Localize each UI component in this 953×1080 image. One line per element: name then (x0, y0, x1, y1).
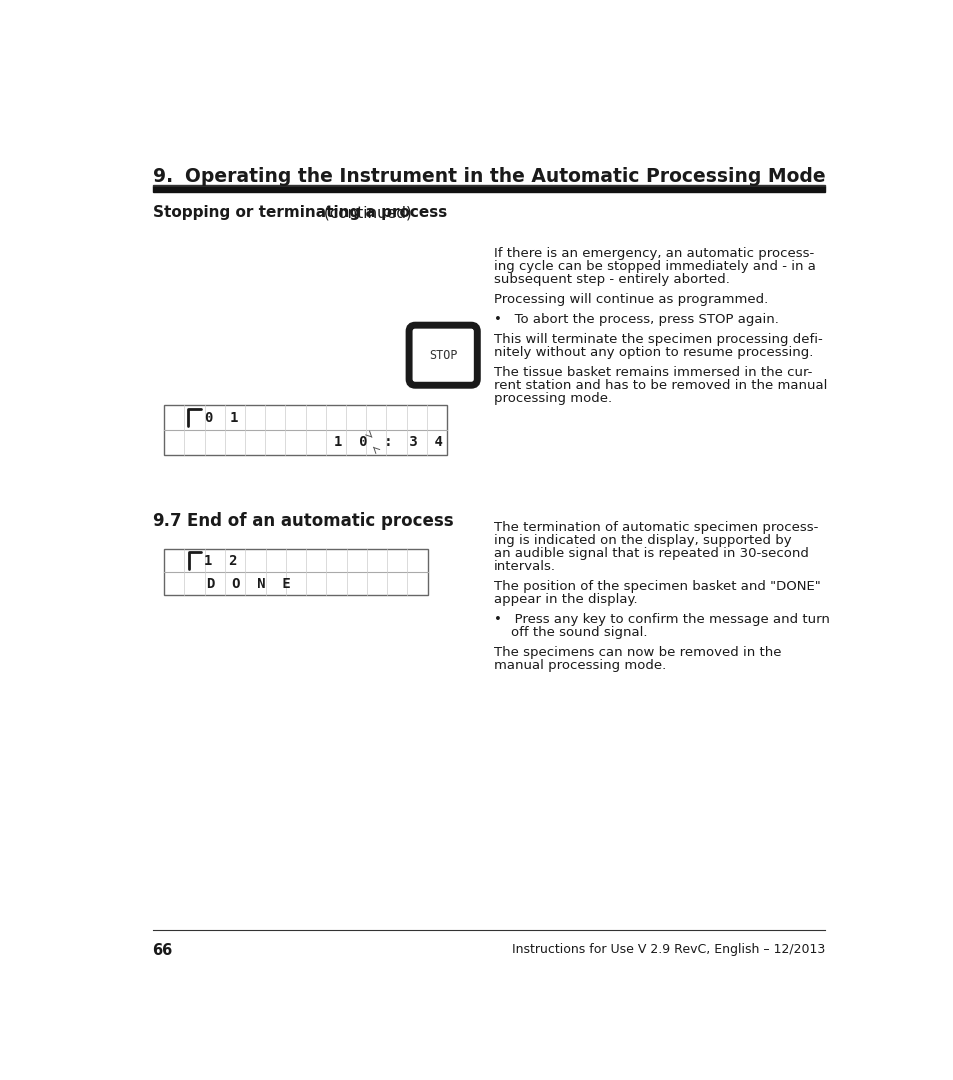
Text: nitely without any option to resume processing.: nitely without any option to resume proc… (493, 346, 812, 359)
Text: If there is an emergency, an automatic process-: If there is an emergency, an automatic p… (493, 246, 813, 259)
Text: D  O  N  E: D O N E (207, 577, 291, 591)
Text: ing cycle can be stopped immediately and - in a: ing cycle can be stopped immediately and… (493, 259, 815, 273)
Text: subsequent step - entirely aborted.: subsequent step - entirely aborted. (493, 273, 729, 286)
Text: The position of the specimen basket and "DONE": The position of the specimen basket and … (493, 580, 820, 593)
Bar (164, 405, 447, 455)
Text: •   Press any key to confirm the message and turn: • Press any key to confirm the message a… (493, 613, 828, 626)
Text: 9.: 9. (152, 166, 172, 186)
Text: manual processing mode.: manual processing mode. (493, 660, 665, 673)
Text: Processing will continue as programmed.: Processing will continue as programmed. (493, 293, 767, 306)
Text: off the sound signal.: off the sound signal. (493, 626, 646, 639)
Bar (152, 186, 824, 187)
FancyBboxPatch shape (409, 325, 476, 386)
Text: Operating the Instrument in the Automatic Processing Mode: Operating the Instrument in the Automati… (185, 166, 825, 186)
Text: End of an automatic process: End of an automatic process (187, 512, 454, 529)
Text: The termination of automatic specimen process-: The termination of automatic specimen pr… (493, 521, 817, 534)
Text: (continued): (continued) (319, 205, 412, 220)
Text: 1  2: 1 2 (204, 554, 237, 568)
Text: 0  1: 0 1 (205, 410, 238, 424)
Text: appear in the display.: appear in the display. (493, 593, 637, 606)
Text: processing mode.: processing mode. (493, 392, 611, 405)
Text: STOP: STOP (429, 349, 457, 362)
Text: 1  0  :  3  4: 1 0 : 3 4 (334, 435, 443, 449)
Text: ing is indicated on the display, supported by: ing is indicated on the display, support… (493, 534, 790, 546)
Text: Stopping or terminating a process: Stopping or terminating a process (152, 205, 446, 220)
Text: Instructions for Use V 2.9 RevC, English – 12/2013: Instructions for Use V 2.9 RevC, English… (512, 943, 824, 956)
Text: rent station and has to be removed in the manual: rent station and has to be removed in th… (493, 379, 826, 392)
Text: The specimens can now be removed in the: The specimens can now be removed in the (493, 646, 781, 659)
Text: intervals.: intervals. (493, 561, 555, 573)
Text: •   To abort the process, press STOP again.: • To abort the process, press STOP again… (493, 313, 778, 326)
Text: The tissue basket remains immersed in the cur-: The tissue basket remains immersed in th… (493, 366, 811, 379)
Bar (152, 187, 824, 192)
Text: 66: 66 (152, 943, 172, 958)
Text: This will terminate the specimen processing defi-: This will terminate the specimen process… (493, 333, 821, 346)
Bar (164, 550, 427, 595)
Text: 9.7: 9.7 (152, 512, 182, 529)
Text: an audible signal that is repeated in 30-second: an audible signal that is repeated in 30… (493, 546, 807, 559)
